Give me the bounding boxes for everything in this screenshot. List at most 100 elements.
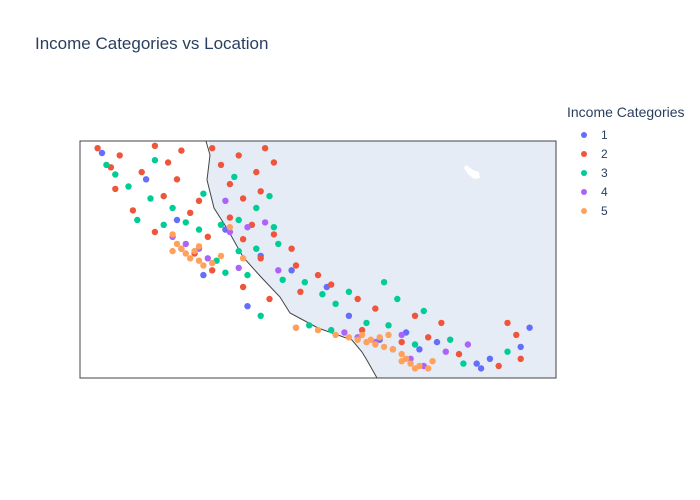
data-point	[460, 360, 467, 367]
data-point	[112, 185, 119, 193]
data-point	[275, 240, 282, 248]
data-point	[345, 312, 353, 319]
data-point	[394, 295, 401, 303]
data-point	[438, 319, 445, 327]
data-point	[169, 231, 176, 238]
data-point	[187, 209, 194, 216]
data-point	[204, 233, 211, 240]
legend-item-2[interactable]: 2	[567, 144, 685, 163]
data-point	[455, 350, 463, 358]
data-point	[239, 195, 247, 202]
legend-item-4[interactable]: 4	[567, 182, 685, 201]
data-point	[182, 219, 189, 226]
data-point	[160, 221, 167, 228]
data-point	[297, 288, 304, 295]
data-point	[187, 255, 194, 262]
legend-item-5[interactable]: 5	[567, 201, 685, 220]
country-boundary	[205, 141, 378, 378]
data-point	[473, 360, 480, 367]
data-point	[288, 245, 295, 252]
data-point	[173, 216, 181, 224]
data-point	[416, 362, 423, 370]
legend-item-1[interactable]: 1	[567, 125, 685, 144]
chart-title: Income Categories vs Location	[35, 34, 269, 53]
data-point	[261, 145, 269, 152]
data-point	[239, 255, 247, 262]
data-point	[235, 216, 242, 224]
data-point	[226, 224, 234, 231]
legend-item-3[interactable]: 3	[567, 163, 685, 182]
data-point	[200, 271, 207, 279]
series-3	[103, 157, 511, 367]
data-point	[442, 348, 449, 355]
data-point	[235, 264, 242, 272]
data-point	[253, 245, 260, 252]
data-point	[98, 149, 106, 157]
data-point	[385, 331, 392, 339]
data-point	[217, 221, 225, 228]
data-point	[398, 350, 405, 358]
data-point	[257, 188, 264, 195]
data-point	[151, 228, 159, 236]
data-point	[380, 279, 388, 286]
data-point	[239, 236, 247, 243]
data-point	[178, 245, 185, 252]
data-point	[292, 262, 300, 269]
data-point	[398, 338, 405, 346]
data-point	[253, 204, 260, 212]
data-point	[301, 279, 308, 286]
map-frame	[79, 140, 557, 379]
data-point	[358, 326, 366, 334]
data-point	[270, 224, 278, 231]
data-point	[345, 334, 353, 341]
data-point	[182, 250, 189, 257]
data-point	[398, 331, 405, 339]
legend-label: 4	[601, 184, 608, 199]
data-point	[314, 271, 322, 279]
data-point	[447, 336, 454, 343]
data-point	[226, 214, 234, 221]
data-point	[306, 322, 313, 329]
data-point	[217, 161, 225, 169]
data-point	[385, 322, 392, 329]
data-point	[389, 346, 397, 353]
data-point	[266, 295, 273, 303]
data-point	[354, 336, 361, 343]
legend-marker	[581, 207, 587, 214]
data-point	[319, 291, 326, 298]
data-point	[129, 207, 137, 214]
data-point	[182, 240, 189, 248]
data-point	[195, 226, 203, 233]
data-point	[147, 195, 154, 202]
data-point	[239, 283, 247, 291]
data-point	[425, 334, 432, 341]
legend-marker	[581, 131, 587, 138]
data-point	[372, 305, 379, 312]
data-point	[191, 247, 198, 255]
data-point	[200, 190, 207, 197]
data-point	[94, 145, 101, 152]
data-point	[244, 271, 251, 279]
legend-label: 1	[601, 127, 608, 142]
legend-label: 2	[601, 146, 608, 161]
data-point	[376, 334, 383, 341]
data-point	[231, 173, 238, 181]
data-point	[222, 197, 229, 204]
data-point	[222, 269, 229, 276]
data-point	[416, 346, 423, 353]
data-point	[116, 152, 123, 159]
data-point	[178, 147, 185, 154]
data-point	[332, 331, 339, 339]
data-point	[253, 168, 260, 176]
data-point	[261, 219, 269, 226]
data-point	[226, 228, 234, 236]
data-point	[292, 324, 300, 331]
data-point	[169, 204, 176, 212]
data-point	[407, 360, 414, 367]
data-point	[151, 157, 159, 164]
legend-marker	[581, 169, 587, 176]
data-point	[504, 319, 511, 327]
data-point	[200, 262, 207, 269]
data-point	[134, 216, 141, 224]
